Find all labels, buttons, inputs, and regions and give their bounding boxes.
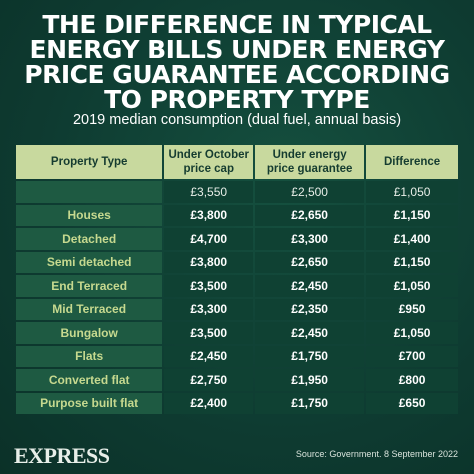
table-cell: £3,300 (164, 298, 254, 320)
header-energy-price-guarantee: Under energy price guarantee (255, 145, 365, 179)
energy-bills-table: Property Type Under October price cap Un… (14, 143, 460, 416)
table-row: Mid Terraced £3,300 £2,350 £950 (16, 298, 458, 320)
subtitle: 2019 median consumption (dual fuel, annu… (72, 112, 402, 128)
table-cell: £650 (366, 392, 458, 414)
table-row: Detached £4,700 £3,300 £1,400 (16, 228, 458, 250)
table-cell: £2,450 (255, 322, 365, 344)
table-cell: £2,450 (255, 275, 365, 297)
reference-row: £3,550 £2,500 £1,050 (16, 181, 458, 203)
source-note: Source: Government. 8 September 2022 (295, 449, 458, 459)
table-cell: £1,150 (366, 251, 458, 273)
table-cell: £3,550 (164, 181, 254, 203)
property-type-cell: Converted flat (16, 369, 163, 391)
table-cell: £3,500 (164, 322, 254, 344)
table-cell: £800 (366, 369, 458, 391)
table-cell: £2,500 (255, 181, 365, 203)
express-logo: EXPRESS (14, 443, 110, 468)
table-row: Flats £2,450 £1,750 £700 (16, 345, 458, 367)
title-line: ENERGY BILLS UNDER ENERGY (29, 35, 445, 64)
table-cell: £2,750 (164, 369, 254, 391)
property-type-cell: Houses (16, 204, 163, 226)
table-cell: £1,750 (255, 345, 365, 367)
table-cell: £1,050 (366, 322, 458, 344)
table-cell: £700 (366, 345, 458, 367)
table-cell: £3,800 (164, 251, 254, 273)
table-row: Purpose built flat £2,400 £1,750 £650 (16, 392, 458, 414)
table-cell: £3,300 (255, 228, 365, 250)
table-cell: £2,400 (164, 392, 254, 414)
infographic-title: THE DIFFERENCE IN TYPICAL ENERGY BILLS U… (0, 12, 474, 112)
table-cell: £1,050 (366, 181, 458, 203)
property-type-cell: Mid Terraced (16, 298, 163, 320)
header-october-price-cap: Under October price cap (164, 145, 254, 179)
header-property-type: Property Type (16, 145, 163, 179)
title-line: TO PROPERTY TYPE (104, 85, 370, 114)
property-type-cell: Semi detached (16, 251, 163, 273)
table-cell: £2,350 (255, 298, 365, 320)
table-header-row: Property Type Under October price cap Un… (16, 145, 458, 179)
title-line: PRICE GUARANTEE ACCORDING (24, 60, 450, 89)
table-cell: £1,400 (366, 228, 458, 250)
table-cell: £950 (366, 298, 458, 320)
property-type-cell: Flats (16, 345, 163, 367)
table-cell: £2,650 (255, 204, 365, 226)
table-cell: £1,950 (255, 369, 365, 391)
table-row: Semi detached £3,800 £2,650 £1,150 (16, 251, 458, 273)
table-cell: £1,750 (255, 392, 365, 414)
property-type-cell: End Terraced (16, 275, 163, 297)
table-row: Bungalow £3,500 £2,450 £1,050 (16, 322, 458, 344)
header-difference: Difference (366, 145, 458, 179)
table-cell: £1,150 (366, 204, 458, 226)
table-row: End Terraced £3,500 £2,450 £1,050 (16, 275, 458, 297)
property-type-cell: Purpose built flat (16, 392, 163, 414)
table-row: Converted flat £2,750 £1,950 £800 (16, 369, 458, 391)
reference-label (16, 181, 163, 203)
table-cell: £3,800 (164, 204, 254, 226)
table-row: Houses £3,800 £2,650 £1,150 (16, 204, 458, 226)
property-type-cell: Detached (16, 228, 163, 250)
table-cell: £2,650 (255, 251, 365, 273)
table-cell: £2,450 (164, 345, 254, 367)
table-cell: £1,050 (366, 275, 458, 297)
table-cell: £4,700 (164, 228, 254, 250)
property-type-cell: Bungalow (16, 322, 163, 344)
title-line: THE DIFFERENCE IN TYPICAL (42, 10, 432, 39)
table-cell: £3,500 (164, 275, 254, 297)
